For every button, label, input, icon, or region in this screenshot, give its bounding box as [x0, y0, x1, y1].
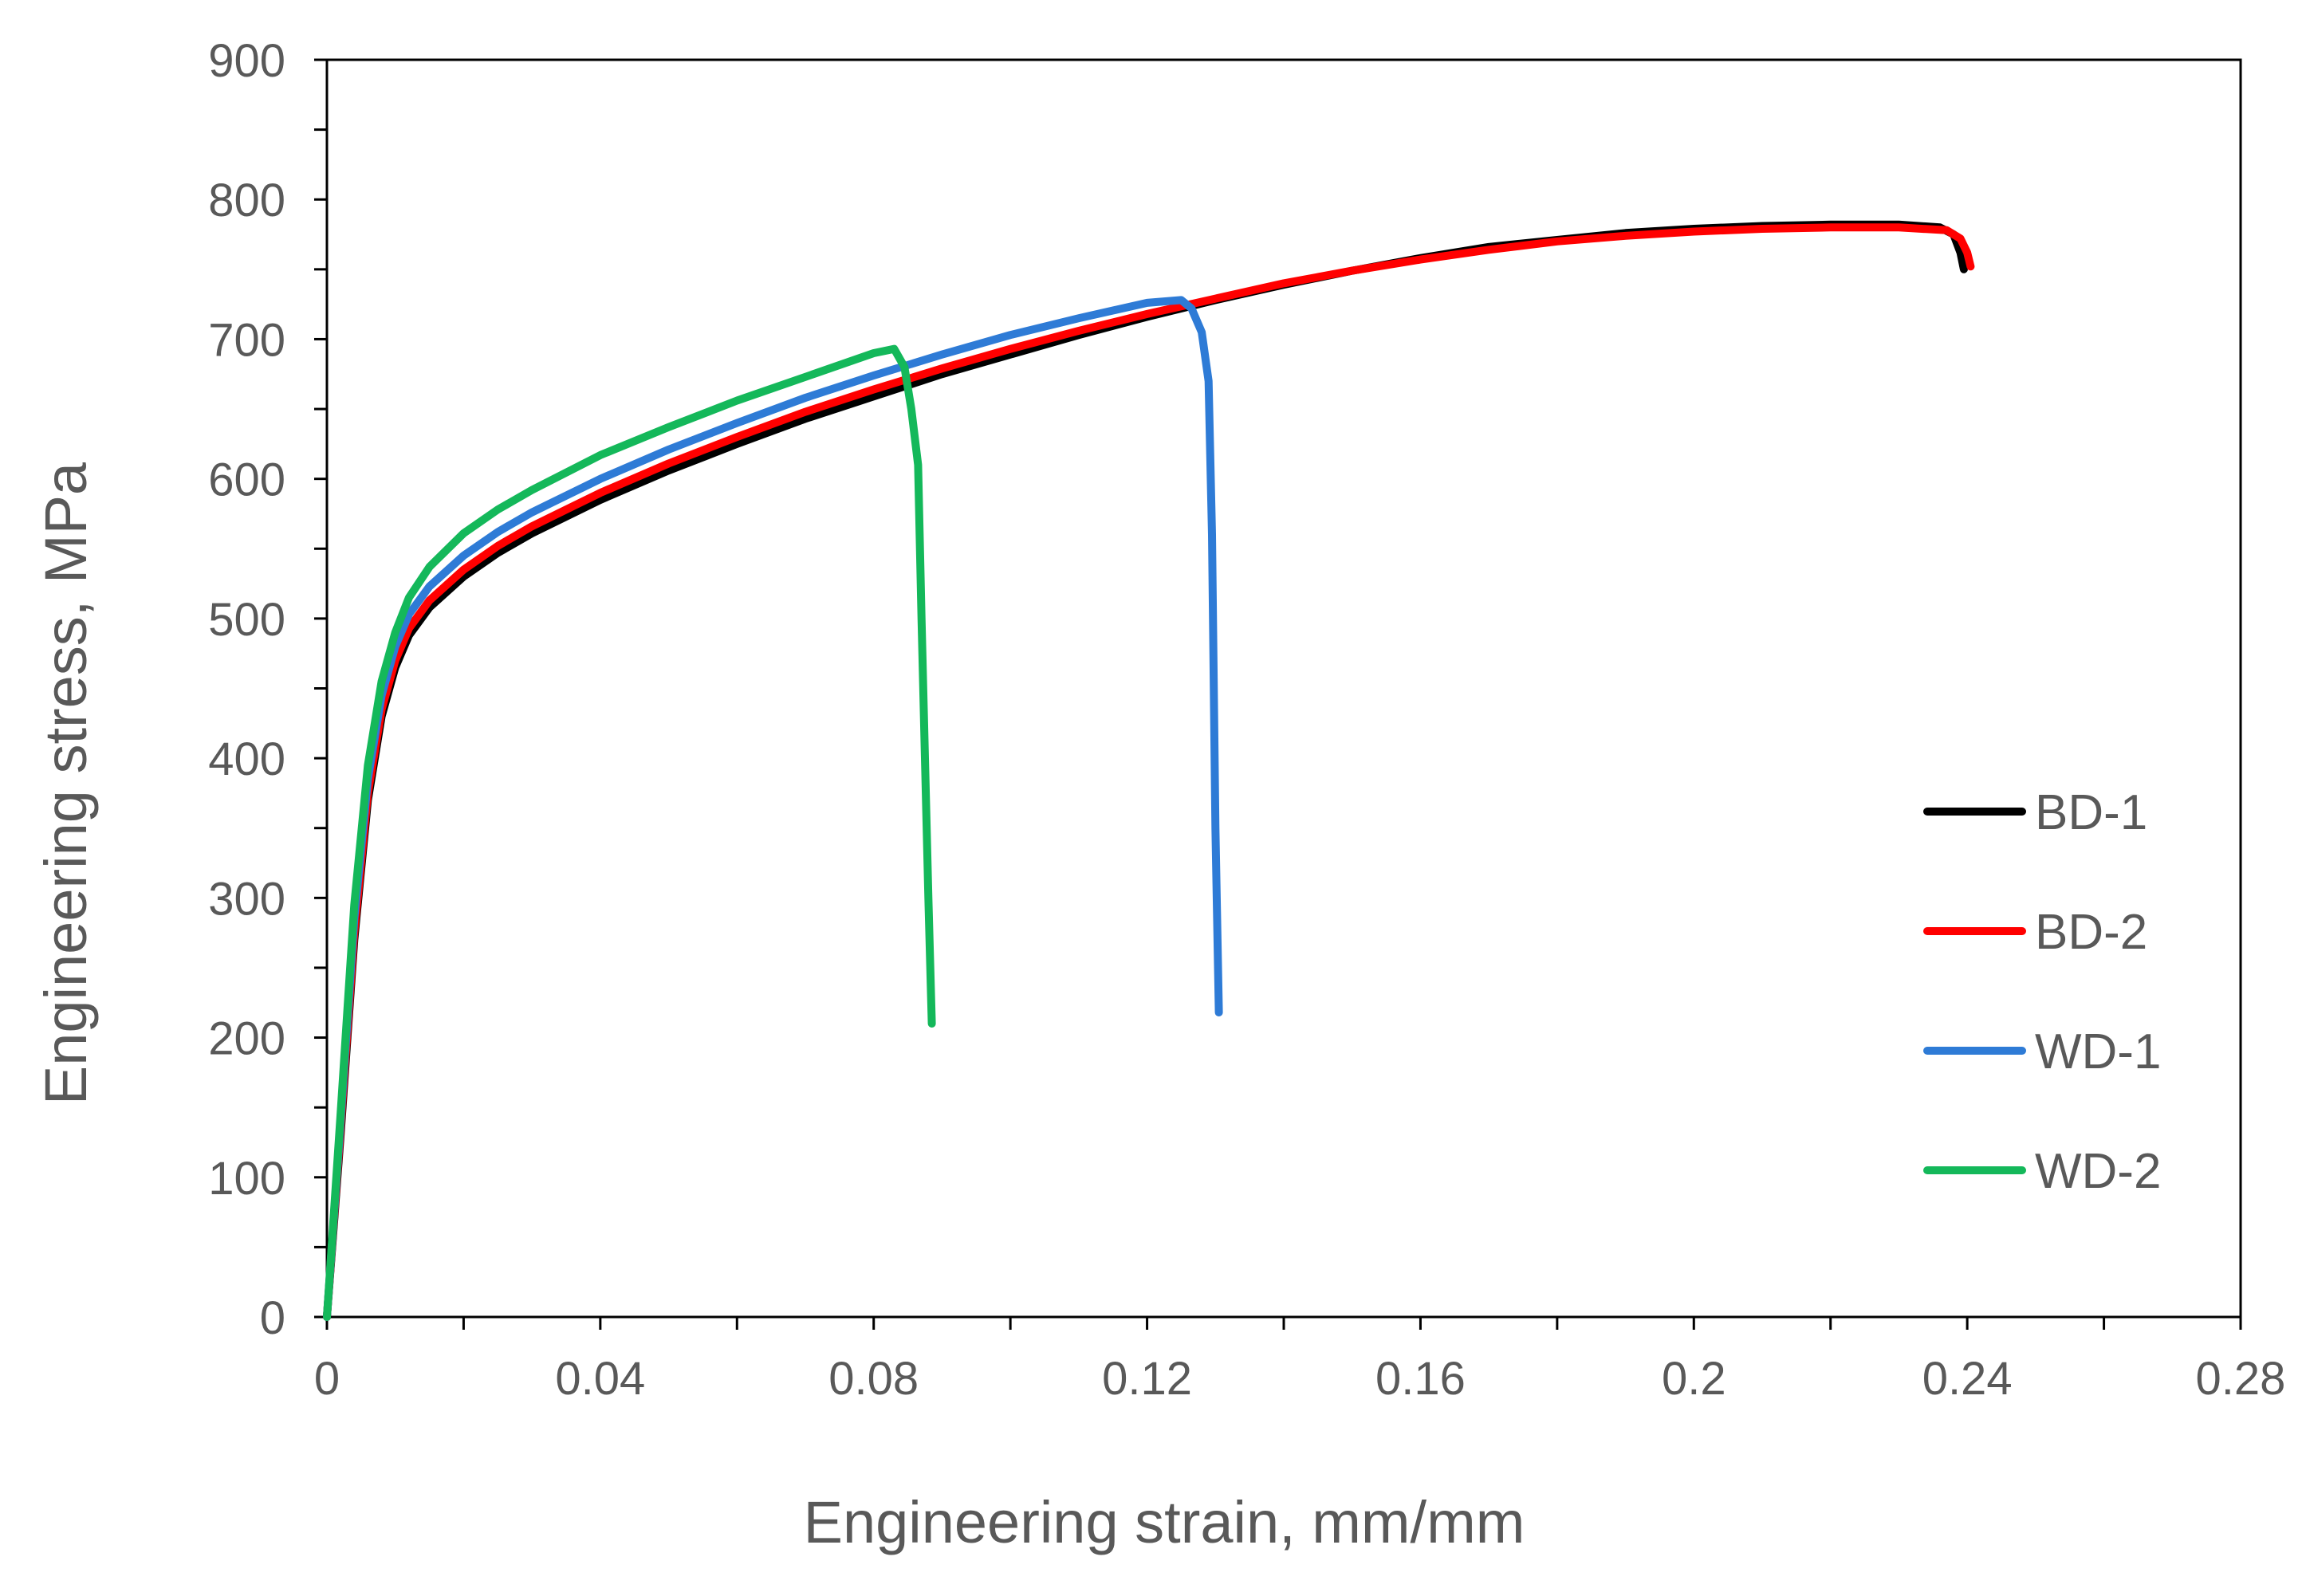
y-tick-label: 600 — [208, 454, 285, 506]
y-tick-label: 100 — [208, 1153, 285, 1205]
y-tick-label: 900 — [208, 35, 285, 87]
x-tick-label: 0.28 — [2196, 1353, 2286, 1405]
x-axis-title: Engineering strain, mm/mm — [804, 1489, 1525, 1555]
y-tick-label: 500 — [208, 594, 285, 646]
x-tick-label: 0.04 — [555, 1353, 645, 1405]
legend-label-bd-2: BD-2 — [2035, 905, 2147, 960]
y-tick-label: 400 — [208, 733, 285, 785]
x-tick-label: 0 — [314, 1353, 340, 1405]
y-tick-label: 200 — [208, 1013, 285, 1065]
y-tick-label: 0 — [260, 1292, 285, 1344]
series-line-wd-2 — [323, 344, 936, 1321]
y-tick-label: 700 — [208, 314, 285, 366]
x-tick-label: 0.12 — [1102, 1353, 1192, 1405]
y-axis-title: Engineering stress, MPa — [33, 462, 99, 1105]
x-tick-label: 0.16 — [1375, 1353, 1466, 1405]
legend-label-wd-2: WD-2 — [2035, 1144, 2161, 1199]
legend-label-bd-1: BD-1 — [2035, 785, 2147, 840]
x-tick-label: 0.24 — [1922, 1353, 2013, 1405]
x-tick-label: 0.08 — [828, 1353, 919, 1405]
legend-label-wd-1: WD-1 — [2035, 1024, 2161, 1079]
y-tick-label: 800 — [208, 175, 285, 226]
series-line-bd-2 — [323, 223, 1975, 1321]
x-tick-label: 0.2 — [1662, 1353, 1726, 1405]
y-tick-label: 300 — [208, 873, 285, 925]
